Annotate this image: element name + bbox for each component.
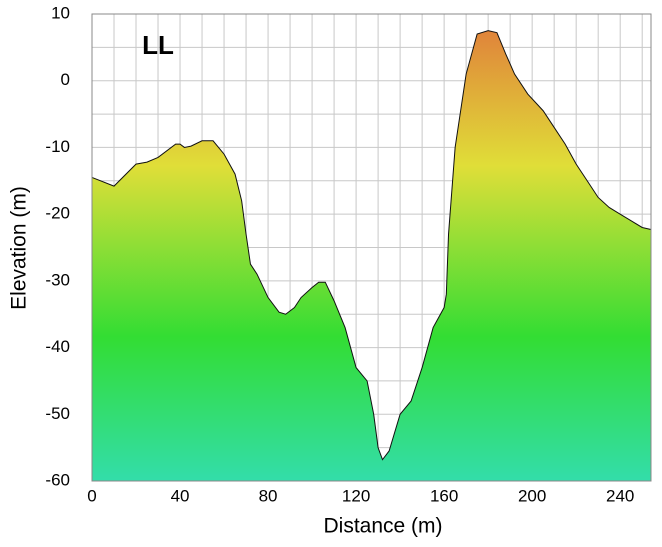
y-tick-label: 0 <box>61 70 70 89</box>
x-tick-label: 200 <box>518 486 546 505</box>
y-tick-label: -10 <box>45 137 70 156</box>
y-tick-label: -60 <box>45 470 70 489</box>
x-tick-label: 40 <box>171 486 190 505</box>
y-tick-label: -40 <box>45 337 70 356</box>
area <box>92 30 651 482</box>
plot-frame <box>91 13 652 482</box>
y-tick-label: 10 <box>51 3 70 22</box>
x-tick-label: 120 <box>342 486 370 505</box>
x-tick-label: 80 <box>259 486 278 505</box>
x-tick-label: 0 <box>87 486 96 505</box>
y-axis-label: Elevation (m) <box>8 186 31 310</box>
x-tick-label: 160 <box>430 486 458 505</box>
y-tick-label: -50 <box>45 404 70 423</box>
profile-line <box>91 30 652 461</box>
x-axis-label: Distance (m) <box>323 515 442 538</box>
y-tick-label: -20 <box>45 204 70 223</box>
x-tick-label: 240 <box>606 486 634 505</box>
y-tick-label: -30 <box>45 270 70 289</box>
annotation: LL <box>142 30 174 60</box>
